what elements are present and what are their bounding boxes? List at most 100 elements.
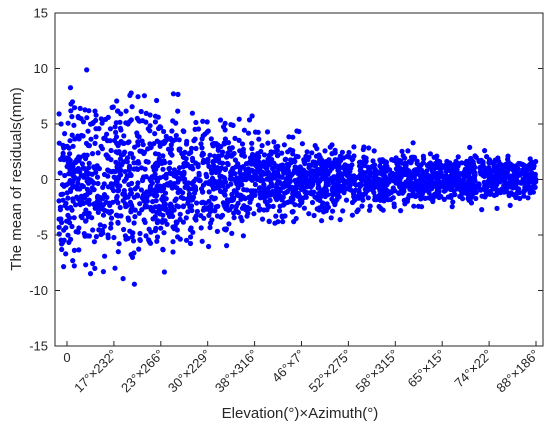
data-point	[221, 141, 227, 147]
data-point	[347, 183, 353, 189]
data-point	[312, 159, 318, 165]
data-point	[333, 191, 339, 197]
data-point	[356, 190, 362, 196]
data-point	[228, 122, 234, 128]
data-point	[366, 145, 372, 151]
data-point	[448, 194, 454, 200]
data-point	[299, 141, 305, 147]
data-point	[455, 154, 461, 160]
data-point	[129, 104, 135, 110]
data-point	[471, 170, 477, 176]
data-point	[236, 116, 242, 122]
data-point	[239, 152, 245, 158]
data-point	[152, 131, 158, 137]
data-point	[434, 172, 441, 178]
data-point	[503, 174, 509, 180]
data-point	[207, 152, 213, 158]
data-point	[355, 195, 361, 201]
data-point	[261, 182, 267, 189]
data-point	[161, 128, 167, 135]
data-point	[378, 206, 384, 212]
data-point	[377, 191, 384, 197]
data-point	[177, 211, 183, 217]
data-point	[399, 190, 406, 196]
data-point	[176, 137, 182, 143]
data-point	[100, 196, 106, 202]
data-point	[288, 160, 294, 166]
data-point	[108, 221, 114, 227]
data-point	[264, 129, 271, 135]
data-point	[100, 230, 106, 236]
data-point	[71, 263, 77, 269]
data-point	[161, 269, 167, 275]
data-point	[231, 215, 237, 221]
data-point	[224, 243, 230, 249]
data-point	[115, 150, 121, 156]
data-point	[320, 200, 326, 206]
data-point	[58, 216, 64, 222]
data-point	[182, 184, 188, 190]
data-point	[65, 156, 71, 162]
data-point	[461, 176, 467, 182]
data-point	[96, 126, 102, 132]
data-point	[185, 209, 191, 215]
data-point	[118, 138, 124, 145]
data-point	[62, 131, 68, 137]
data-point	[213, 204, 219, 210]
data-point	[266, 218, 272, 224]
data-point	[527, 156, 533, 162]
data-point	[228, 169, 234, 176]
data-point	[192, 215, 198, 221]
data-point	[298, 182, 305, 188]
data-point	[390, 195, 396, 201]
data-point	[235, 175, 241, 181]
data-point	[167, 208, 173, 214]
data-point	[384, 196, 390, 202]
data-point	[193, 145, 199, 152]
data-point	[83, 207, 89, 213]
data-point	[216, 153, 222, 159]
data-point	[204, 119, 210, 125]
data-point	[129, 254, 136, 260]
data-point	[369, 163, 375, 170]
data-point	[77, 105, 83, 111]
data-point	[205, 128, 211, 134]
data-point	[467, 144, 473, 150]
data-point	[312, 143, 318, 149]
data-point	[346, 178, 352, 184]
data-point	[360, 173, 366, 179]
data-point	[177, 187, 183, 193]
data-point	[271, 160, 277, 166]
data-point	[79, 199, 85, 205]
data-point	[180, 128, 186, 134]
data-point	[290, 191, 296, 197]
data-point	[297, 197, 303, 203]
data-point	[337, 217, 343, 223]
data-point	[194, 200, 200, 206]
data-point	[390, 185, 396, 191]
data-point	[65, 195, 71, 201]
data-point	[121, 226, 127, 233]
data-point	[222, 192, 228, 198]
data-point	[200, 151, 206, 157]
data-point	[351, 194, 357, 200]
data-point	[136, 246, 142, 252]
data-point	[211, 162, 217, 169]
data-point	[316, 207, 322, 213]
data-point	[206, 243, 212, 250]
data-point	[432, 160, 439, 166]
data-point	[114, 195, 120, 201]
data-point	[470, 163, 476, 169]
data-point	[340, 208, 346, 214]
data-point	[182, 149, 188, 155]
data-point	[245, 160, 252, 166]
data-point	[402, 155, 408, 161]
data-point	[82, 107, 88, 113]
data-point	[207, 179, 213, 185]
data-point	[211, 140, 217, 147]
data-point	[460, 182, 466, 188]
data-point	[180, 219, 186, 225]
data-point	[189, 145, 195, 151]
data-point	[496, 172, 502, 178]
data-point	[217, 188, 224, 194]
